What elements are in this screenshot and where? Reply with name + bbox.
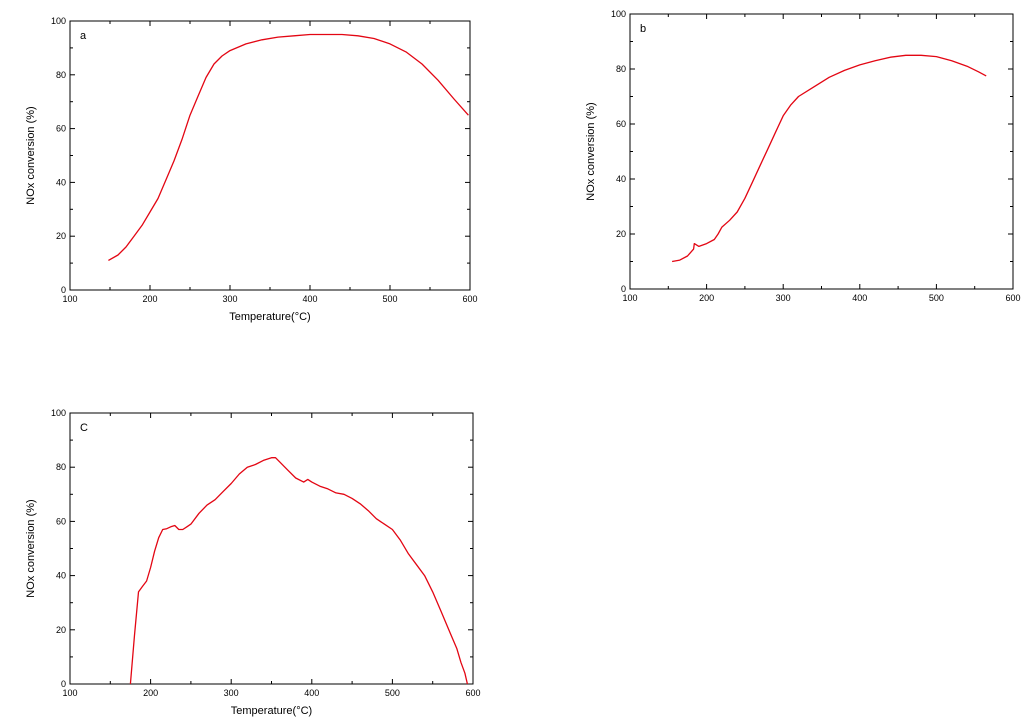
panel-b-y-tick-label: 0 — [621, 284, 626, 294]
panel-b-plot-frame — [629, 13, 1014, 290]
panel-c-x-tick-label: 400 — [304, 688, 319, 698]
panel-a-x-axis-label: Temperature(°C) — [229, 311, 310, 323]
panel-c-y-tick-label: 0 — [61, 679, 66, 689]
panel-c-x-tick-label: 500 — [385, 688, 400, 698]
panel-a-x-tick-label: 300 — [222, 294, 237, 304]
chart-panel-a: 100 200 300 400 500 600 0 20 40 60 80 100 Temperatur… — [25, 16, 478, 323]
panel-b-y-axis-label: NOx conversion (%) — [585, 102, 597, 200]
panel-a-x-tick-label: 100 — [62, 294, 77, 304]
panel-a-x-tick-label: 600 — [462, 294, 477, 304]
panel-a-y-axis-label: NOx conversion (%) — [25, 106, 37, 204]
panel-a-x-tick-label: 500 — [382, 294, 397, 304]
panel-a-plot-frame — [69, 20, 471, 291]
panel-c-y-tick-label: 40 — [56, 571, 66, 581]
panel-b-x-tick-label: 200 — [699, 293, 714, 303]
panel-b-series-line — [671, 54, 987, 263]
panel-c-y-axis-label: NOx conversion (%) — [25, 499, 37, 597]
panel-c-y-tick-label: 20 — [56, 625, 66, 635]
panel-a-y-tick-label: 80 — [56, 70, 66, 80]
chart-panel-b: 100 200 300 400 500 600 0 20 40 60 80 100 NOx conver… — [585, 9, 1021, 303]
chart-panel-c: 100 200 300 400 500 600 0 20 40 60 80 100 Temperatur… — [25, 408, 481, 717]
panel-c-y-tick-label: 60 — [56, 516, 66, 526]
panel-a-y-tick-label: 100 — [51, 16, 66, 26]
panel-b-x-tick-label: 500 — [929, 293, 944, 303]
panel-b-x-tick-label: 400 — [852, 293, 867, 303]
panel-a-y-tick-label: 20 — [56, 231, 66, 241]
panel-a-y-tick-label: 0 — [61, 285, 66, 295]
panel-c-x-tick-label: 300 — [224, 688, 239, 698]
panel-b-x-tick-label: 600 — [1005, 293, 1020, 303]
panel-b-y-tick-label: 20 — [616, 229, 626, 239]
panel-b-y-tick-label: 60 — [616, 119, 626, 129]
panel-c-y-tick-label: 100 — [51, 408, 66, 418]
panel-c-plot-frame — [69, 412, 474, 685]
panel-a-series-line — [108, 33, 469, 261]
panel-b-y-tick-label: 80 — [616, 64, 626, 74]
panel-c-series-line — [129, 457, 469, 685]
panel-a-x-tick-label: 200 — [142, 294, 157, 304]
panel-b-x-tick-label: 100 — [622, 293, 637, 303]
panel-c-x-tick-label: 100 — [62, 688, 77, 698]
panel-a-y-tick-label: 60 — [56, 124, 66, 134]
panel-c-x-tick-label: 600 — [465, 688, 480, 698]
panel-a-y-tick-label: 40 — [56, 177, 66, 187]
panel-b-letter: b — [640, 23, 646, 35]
panel-c-y-tick-label: 80 — [56, 462, 66, 472]
panel-a-x-tick-label: 400 — [302, 294, 317, 304]
panel-b-x-tick-label: 300 — [776, 293, 791, 303]
panel-b-y-tick-label: 100 — [611, 9, 626, 19]
panel-b-y-tick-label: 40 — [616, 174, 626, 184]
panel-c-x-axis-label: Temperature(°C) — [231, 705, 312, 717]
panel-c-x-tick-label: 200 — [143, 688, 158, 698]
panel-a-letter: a — [80, 30, 87, 42]
panel-c-letter: C — [80, 422, 88, 434]
